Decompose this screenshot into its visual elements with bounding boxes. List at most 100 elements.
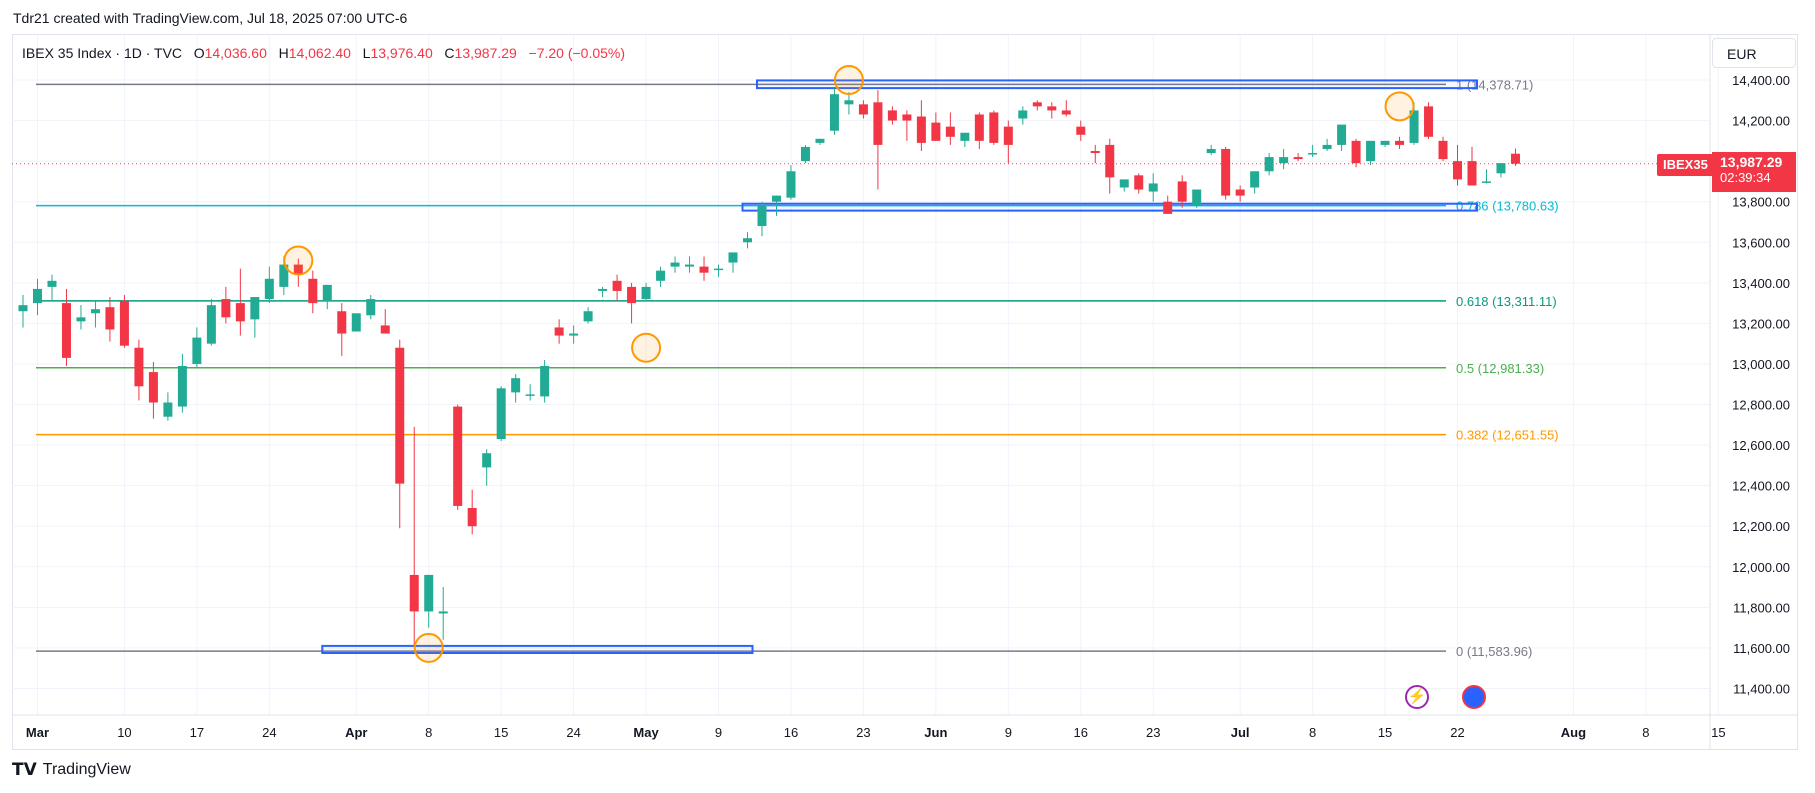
- candle-body: [351, 313, 361, 332]
- price-tick-label: 13,000.00: [1732, 357, 1790, 372]
- candle-body: [902, 114, 912, 121]
- marker-circle: [833, 65, 864, 95]
- candle-body: [858, 104, 868, 115]
- candle-body: [714, 268, 724, 271]
- marker-circle: [413, 632, 444, 663]
- time-tick-label: Jul: [1231, 725, 1250, 740]
- time-tick-label: 15: [494, 725, 508, 740]
- time-tick-label: 24: [566, 725, 580, 740]
- time-tick-label: 9: [1005, 725, 1012, 740]
- legend-symbol[interactable]: IBEX 35 Index · 1D · TVC: [22, 45, 183, 61]
- zone-box: [741, 202, 1478, 212]
- candle-body: [685, 264, 695, 267]
- time-tick-label: 24: [262, 725, 276, 740]
- candle-body: [1424, 106, 1434, 137]
- candle-body: [1105, 144, 1115, 178]
- marker-circle: [1384, 91, 1415, 122]
- chart-credit: Tdr21 created with TradingView.com, Jul …: [13, 10, 408, 26]
- candle-body: [1264, 157, 1274, 172]
- time-tick-label: Apr: [345, 725, 367, 740]
- time-tick-label: 23: [1146, 725, 1160, 740]
- legend-o-label: O: [193, 45, 205, 61]
- time-tick-label: May: [633, 725, 659, 740]
- candle-body: [583, 311, 593, 322]
- time-tick-label: 17: [190, 725, 204, 740]
- fib-retracement: 1 (14,378.71)0.786 (13,780.63)0.618 (13,…: [36, 77, 1559, 659]
- price-tick-label: 13,600.00: [1732, 235, 1790, 250]
- candle-body: [250, 297, 260, 320]
- candle-body: [366, 299, 376, 316]
- tv-logo-icon: 𝗧𝗩: [12, 760, 37, 779]
- legend-l-label: L: [362, 45, 371, 61]
- currency-button[interactable]: EUR: [1712, 38, 1796, 68]
- brand-name: TradingView: [42, 761, 131, 778]
- candle-body: [1206, 148, 1216, 154]
- candle-body: [467, 507, 477, 527]
- candle-body: [656, 270, 666, 281]
- candle-body: [496, 388, 506, 440]
- time-tick-label: Mar: [26, 725, 49, 740]
- earnings-icon[interactable]: [1462, 685, 1486, 709]
- candle-body: [1221, 148, 1231, 196]
- candle-body: [569, 333, 579, 336]
- candle-body: [424, 574, 434, 612]
- candle-body: [844, 100, 854, 105]
- candle-body: [453, 406, 463, 506]
- candle-body: [670, 262, 680, 267]
- fib-level-label: 0 (11,583.96): [1456, 644, 1532, 659]
- candle-body: [380, 325, 390, 334]
- candle-body: [960, 132, 970, 141]
- candle-body: [1163, 201, 1173, 214]
- candle-body: [148, 372, 158, 403]
- time-tick-label: Jun: [924, 725, 947, 740]
- candle-body: [598, 288, 608, 291]
- candle-body: [1409, 110, 1419, 143]
- candle-series: [18, 88, 1520, 646]
- circle-markers: [283, 65, 1415, 663]
- time-tick-label: Aug: [1561, 725, 1586, 740]
- candle-body: [887, 110, 897, 121]
- candle-body: [119, 301, 129, 346]
- legend-change: −7.20 (−0.05%): [528, 45, 626, 61]
- candle-body: [511, 378, 521, 393]
- price-tick-label: 12,400.00: [1732, 479, 1790, 494]
- candle-body: [612, 280, 622, 291]
- candle-body: [1496, 163, 1506, 174]
- lightning-icon[interactable]: ⚡: [1405, 685, 1429, 709]
- candle-body: [1395, 140, 1405, 145]
- last-price-badge: 13,987.29 02:39:34: [1712, 152, 1796, 192]
- price-tick-label: 11,800.00: [1733, 600, 1790, 615]
- time-tick-label: 23: [856, 725, 870, 740]
- time-tick-label: 10: [117, 725, 131, 740]
- candle-body: [989, 112, 999, 143]
- candle-body: [800, 146, 810, 162]
- candle-body: [482, 453, 492, 468]
- candle-body: [743, 238, 752, 243]
- fib-level-label: 0.786 (13,780.63): [1456, 199, 1559, 214]
- candle-body: [1510, 153, 1520, 164]
- time-tick-label: 8: [1309, 725, 1316, 740]
- candle-body: [1351, 140, 1361, 164]
- candle-body: [757, 205, 767, 227]
- fib-level-label: 0.618 (13,311.11): [1456, 294, 1557, 309]
- candle-body: [540, 365, 550, 397]
- candle-body: [1003, 126, 1013, 145]
- time-tick-label: 15: [1711, 725, 1725, 740]
- candle-body: [728, 252, 738, 263]
- candle-body: [235, 303, 245, 322]
- candle-body: [1481, 181, 1491, 183]
- tradingview-logo[interactable]: 𝗧𝗩 TradingView: [12, 760, 131, 780]
- legend-high: 14,062.40: [288, 45, 351, 61]
- candle-body: [337, 311, 347, 334]
- price-tick-label: 13,200.00: [1732, 316, 1790, 331]
- candle-body: [1076, 126, 1086, 135]
- time-tick-label: 8: [425, 725, 432, 740]
- candle-body: [1119, 179, 1129, 188]
- candle-body: [221, 299, 231, 318]
- legend-close: 13,987.29: [454, 45, 517, 61]
- candle-body: [264, 278, 274, 300]
- candle-body: [945, 126, 955, 137]
- time-tick-label: 16: [784, 725, 798, 740]
- time-tick-label: 22: [1450, 725, 1464, 740]
